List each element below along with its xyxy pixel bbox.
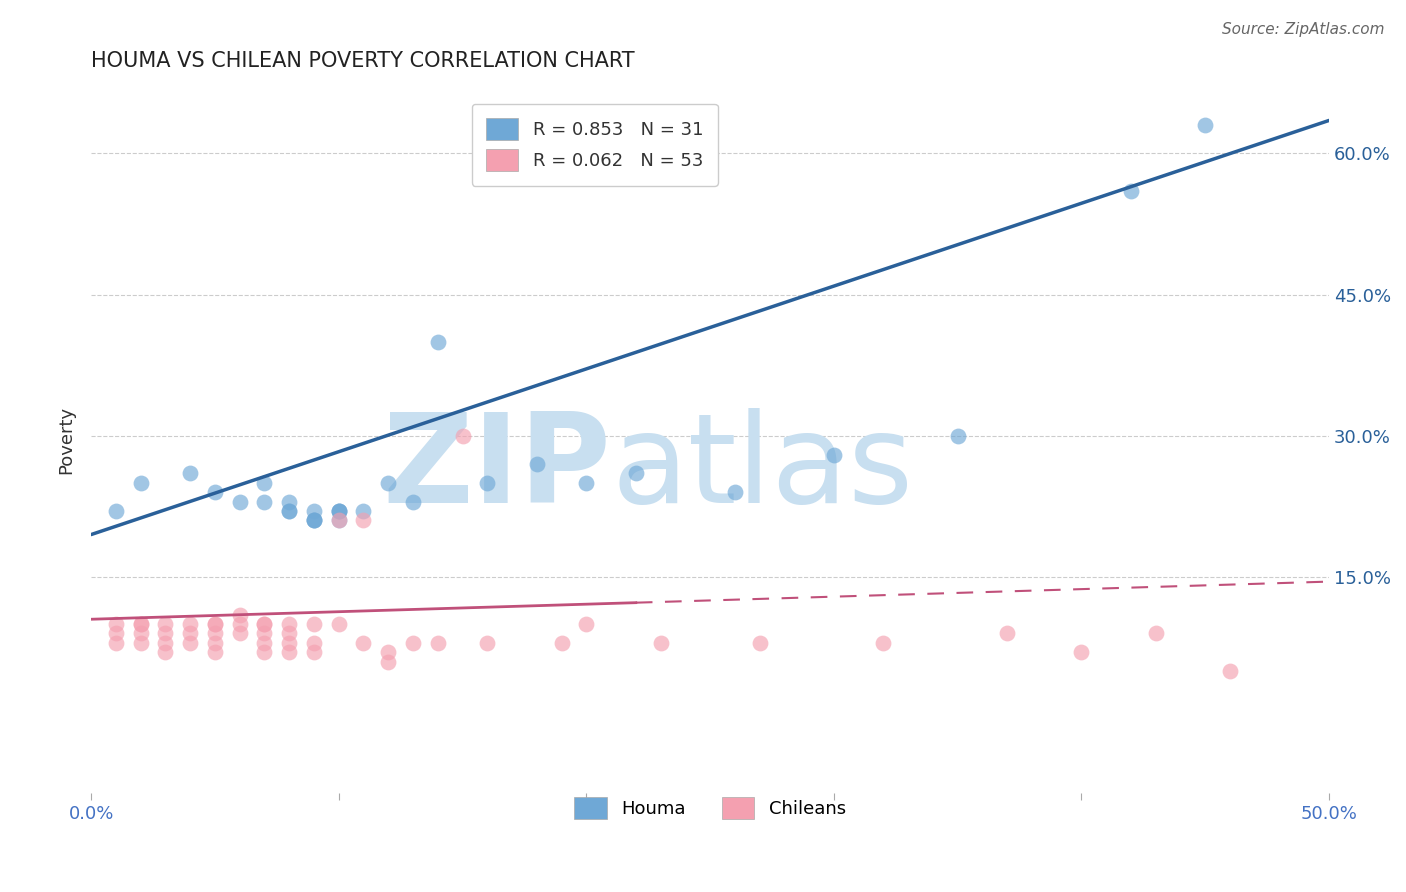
Point — [328, 513, 350, 527]
Point — [179, 636, 201, 650]
Point — [377, 655, 399, 669]
Point — [129, 636, 152, 650]
Point — [302, 513, 325, 527]
Text: HOUMA VS CHILEAN POVERTY CORRELATION CHART: HOUMA VS CHILEAN POVERTY CORRELATION CHA… — [91, 51, 634, 70]
Point — [426, 334, 449, 349]
Point — [328, 504, 350, 518]
Point — [377, 475, 399, 490]
Point — [278, 645, 301, 659]
Point — [328, 504, 350, 518]
Point — [155, 636, 177, 650]
Point — [155, 645, 177, 659]
Point — [1119, 184, 1142, 198]
Point — [328, 616, 350, 631]
Point — [302, 645, 325, 659]
Point — [650, 636, 672, 650]
Point — [253, 616, 276, 631]
Point — [995, 626, 1018, 640]
Point — [526, 457, 548, 471]
Point — [228, 607, 250, 622]
Point — [328, 504, 350, 518]
Point — [624, 467, 647, 481]
Point — [823, 448, 845, 462]
Point — [278, 494, 301, 508]
Point — [253, 626, 276, 640]
Point — [104, 504, 127, 518]
Point — [228, 626, 250, 640]
Point — [946, 428, 969, 442]
Point — [426, 636, 449, 650]
Point — [228, 494, 250, 508]
Point — [575, 616, 598, 631]
Point — [302, 616, 325, 631]
Point — [575, 475, 598, 490]
Legend: Houma, Chileans: Houma, Chileans — [560, 783, 860, 834]
Point — [278, 636, 301, 650]
Point — [550, 636, 572, 650]
Point — [179, 467, 201, 481]
Point — [402, 636, 425, 650]
Point — [353, 504, 375, 518]
Point — [278, 504, 301, 518]
Point — [302, 513, 325, 527]
Point — [451, 428, 474, 442]
Point — [278, 504, 301, 518]
Point — [748, 636, 770, 650]
Point — [204, 645, 226, 659]
Point — [129, 475, 152, 490]
Point — [477, 475, 499, 490]
Point — [179, 626, 201, 640]
Point — [1144, 626, 1167, 640]
Point — [1194, 118, 1216, 132]
Point — [724, 485, 747, 500]
Point — [228, 616, 250, 631]
Point — [155, 616, 177, 631]
Text: ZIP: ZIP — [382, 409, 612, 529]
Y-axis label: Poverty: Poverty — [58, 407, 75, 475]
Point — [104, 616, 127, 631]
Point — [253, 645, 276, 659]
Point — [477, 636, 499, 650]
Point — [204, 636, 226, 650]
Point — [253, 616, 276, 631]
Point — [253, 494, 276, 508]
Point — [402, 494, 425, 508]
Point — [104, 626, 127, 640]
Point — [278, 616, 301, 631]
Text: atlas: atlas — [612, 409, 912, 529]
Point — [104, 636, 127, 650]
Point — [179, 616, 201, 631]
Point — [353, 636, 375, 650]
Point — [204, 616, 226, 631]
Point — [302, 504, 325, 518]
Point — [302, 636, 325, 650]
Point — [129, 616, 152, 631]
Point — [872, 636, 894, 650]
Point — [278, 626, 301, 640]
Point — [302, 513, 325, 527]
Point — [328, 513, 350, 527]
Point — [253, 475, 276, 490]
Point — [204, 485, 226, 500]
Point — [129, 616, 152, 631]
Point — [204, 626, 226, 640]
Point — [377, 645, 399, 659]
Point — [353, 513, 375, 527]
Point — [253, 636, 276, 650]
Point — [204, 616, 226, 631]
Point — [129, 626, 152, 640]
Point — [155, 626, 177, 640]
Text: Source: ZipAtlas.com: Source: ZipAtlas.com — [1222, 22, 1385, 37]
Point — [1070, 645, 1092, 659]
Point — [1219, 664, 1241, 678]
